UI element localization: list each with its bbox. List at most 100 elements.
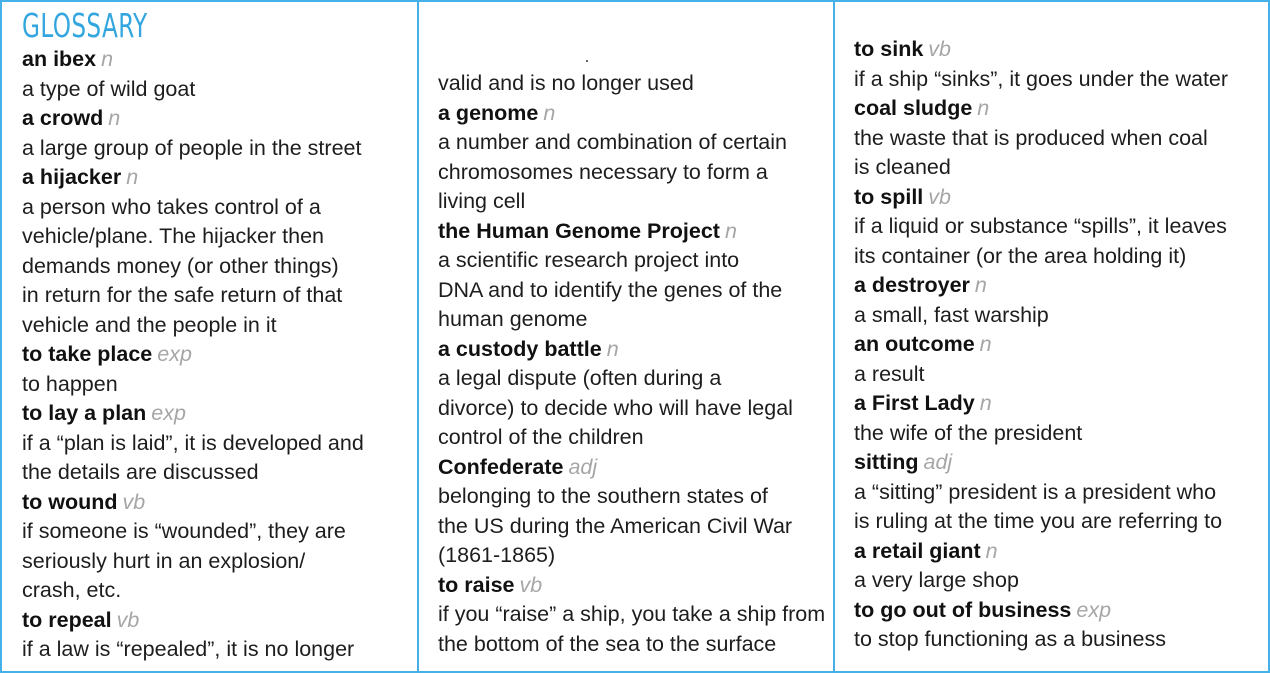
glossary-term: coal sludge	[854, 96, 973, 120]
glossary-term-line: a First Lady n	[854, 389, 1268, 419]
glossary-definition-line: vehicle and the people in it	[22, 311, 417, 341]
glossary-definition-line: a result	[854, 360, 1268, 390]
glossary-definition: a “sitting” president is a president who	[854, 479, 1217, 504]
glossary-column-3: to sink vb if a ship “sinks”, it goes unde…	[833, 2, 1268, 671]
entry-list: valid and is no longer used a genome n a nu…	[438, 69, 833, 659]
glossary-definition-line: to happen	[22, 370, 417, 400]
glossary-definition-line: if you “raise” a ship, you take a ship f…	[438, 600, 833, 630]
glossary-definition-line: is cleaned	[854, 153, 1268, 183]
part-of-speech-label: exp	[151, 401, 186, 425]
glossary-term-line: a genome n	[438, 99, 833, 129]
glossary-definition-line: a number and combination of certain	[438, 128, 833, 158]
glossary-definition: if someone is “wounded”, they are	[22, 519, 346, 543]
part-of-speech-label: vb	[519, 572, 543, 597]
glossary-term-line: to go out of business exp	[854, 596, 1268, 626]
glossary-term: an ibex	[22, 47, 97, 71]
glossary-term-line: a crowd n	[22, 104, 417, 134]
glossary-definition: its container (or the area holding it)	[854, 243, 1187, 268]
glossary-definition-line: the bottom of the sea to the surface	[438, 630, 833, 660]
glossary-definition-line: if a liquid or substance “spills”, it le…	[854, 212, 1268, 242]
glossary-term: a First Lady	[854, 391, 975, 415]
glossary-definition-line: if a ship “sinks”, it goes under the wat…	[854, 65, 1268, 95]
glossary-term-line: Confederate adj	[438, 453, 833, 483]
glossary-definition-line: demands money (or other things)	[22, 252, 417, 282]
glossary-term: sitting	[854, 450, 919, 474]
glossary-definition: if a “plan is laid”, it is developed and	[22, 430, 364, 455]
glossary-definition: chromosomes necessary to form a	[438, 159, 768, 184]
part-of-speech-label: vb	[928, 184, 951, 209]
glossary-definition-line: DNA and to identify the genes of the	[438, 276, 833, 306]
glossary-definition: the details are discussed	[22, 460, 259, 484]
glossary-term: a retail giant	[854, 538, 981, 563]
glossary-definition: if you “raise” a ship, you take a ship f…	[438, 602, 826, 626]
glossary-term-line: to take place exp	[22, 340, 417, 370]
part-of-speech-label: exp	[157, 342, 192, 366]
glossary-definition-line: a very large shop	[854, 566, 1268, 596]
glossary-definition: living cell	[438, 189, 526, 213]
glossary-definition: a number and combination of certain	[438, 130, 787, 154]
glossary-definition: the waste that is produced when coal	[854, 125, 1208, 150]
glossary-definition: vehicle/plane. The hijacker then	[22, 224, 324, 248]
glossary-term: an outcome	[854, 332, 975, 356]
glossary-definition: demands money (or other things)	[22, 253, 339, 278]
glossary-definition-line: control of the children	[438, 423, 833, 453]
glossary-definition: a legal dispute (often during a	[438, 366, 722, 390]
glossary-definition: if a ship “sinks”, it goes under the wat…	[854, 66, 1229, 91]
glossary-definition: a type of wild goat	[22, 76, 196, 101]
glossary-definition: is cleaned	[854, 155, 951, 179]
glossary-column-2: valid and is no longer used a genome n a nu…	[417, 2, 833, 671]
glossary-term: to take place	[22, 342, 153, 366]
glossary-definition-line: a type of wild goat	[22, 75, 417, 105]
glossary-term: to wound	[22, 489, 118, 514]
glossary-definition-line: belonging to the southern states of	[438, 482, 833, 512]
part-of-speech-label: n	[108, 106, 121, 130]
glossary-term: Confederate	[438, 454, 564, 479]
glossary-term-line: an outcome n	[854, 330, 1268, 360]
glossary-definition-line: the waste that is produced when coal	[854, 124, 1268, 154]
glossary-definition: a small, fast warship	[854, 302, 1049, 327]
glossary-definition: the US during the American Civil War	[438, 513, 793, 538]
glossary-definition-line: crash, etc.	[22, 576, 417, 606]
glossary-term: to lay a plan	[22, 401, 147, 425]
part-of-speech-label: vb	[122, 489, 146, 514]
part-of-speech-label: n	[126, 165, 139, 189]
glossary-term: a destroyer	[854, 273, 970, 297]
glossary-term: to repeal	[22, 607, 112, 632]
glossary-definition-line: a “sitting” president is a president who	[854, 478, 1268, 508]
glossary-term: to spill	[854, 184, 924, 209]
part-of-speech-label: n	[543, 100, 556, 125]
glossary-term-line: to lay a plan exp	[22, 399, 417, 429]
glossary-term: a hijacker	[22, 165, 122, 189]
glossary-term: the Human Genome Project	[438, 218, 720, 243]
part-of-speech-label: n	[985, 538, 998, 563]
glossary-term-line: to spill vb	[854, 183, 1268, 213]
glossary-definition-line: seriously hurt in an explosion/	[22, 547, 417, 577]
glossary-term-line: a custody battle n	[438, 335, 833, 365]
glossary-definition-line: the details are discussed	[22, 458, 417, 488]
glossary-definition: human genome	[438, 307, 588, 331]
glossary-definition-line: to stop functioning as a business	[854, 625, 1268, 655]
glossary-definition-line: a person who takes control of a	[22, 193, 417, 223]
glossary-term: a custody battle	[438, 336, 602, 361]
glossary-definition-line: valid and is no longer used	[438, 69, 833, 99]
glossary-definition: a very large shop	[854, 568, 1019, 592]
glossary-definition-line: vehicle/plane. The hijacker then	[22, 222, 417, 252]
glossary-definition-line: living cell	[438, 187, 833, 217]
glossary-definition: crash, etc.	[22, 578, 122, 602]
part-of-speech-label: n	[979, 391, 992, 415]
part-of-speech-label: n	[724, 218, 737, 243]
glossary-column-1: GLOSSARY an ibex n a type of wild goat a cr…	[2, 2, 417, 671]
part-of-speech-label: vb	[116, 607, 140, 632]
glossary-term-line: a destroyer n	[854, 271, 1268, 301]
glossary-term: a crowd	[22, 106, 104, 130]
glossary-term-line: a retail giant n	[854, 537, 1268, 567]
glossary-definition-line: the wife of the president	[854, 419, 1268, 449]
glossary-term-line: to raise vb	[438, 571, 833, 601]
glossary-definition-line: if someone is “wounded”, they are	[22, 517, 417, 547]
glossary-definition-line: a small, fast warship	[854, 301, 1268, 331]
glossary-term-line: to repeal vb	[22, 606, 417, 636]
glossary-term-line: the Human Genome Project n	[438, 217, 833, 247]
glossary-definition: control of the children	[438, 425, 644, 449]
part-of-speech-label: n	[979, 332, 992, 356]
entry-list: an ibex n a type of wild goat a crowd n a lar…	[22, 45, 417, 665]
